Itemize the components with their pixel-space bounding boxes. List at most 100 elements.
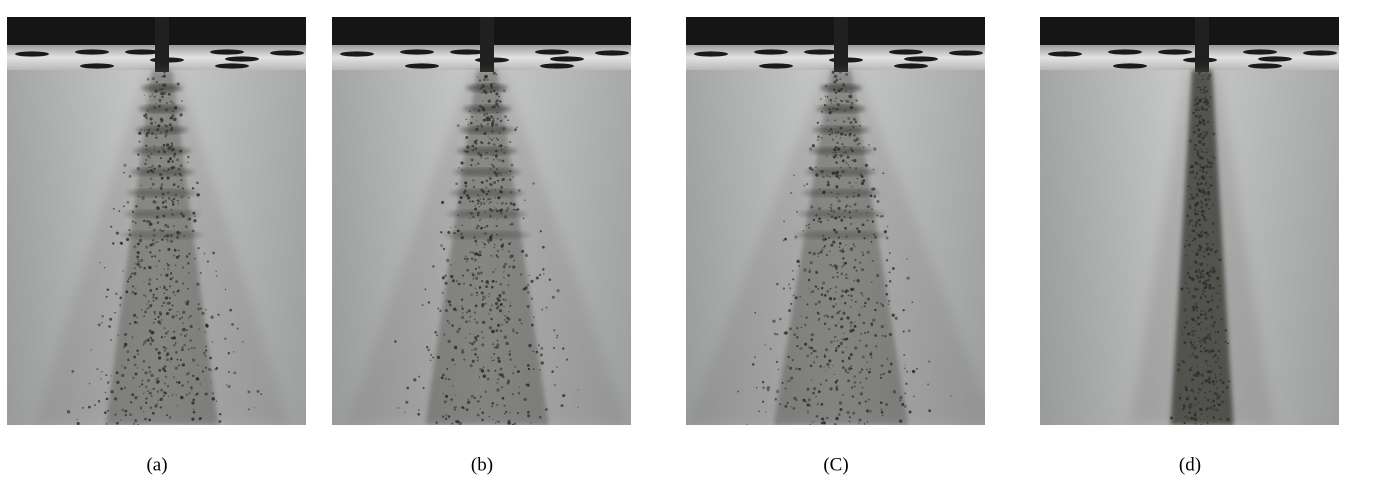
particle [161, 88, 163, 90]
particle [128, 359, 130, 361]
particle [159, 88, 162, 91]
particle [116, 381, 119, 384]
particle [1195, 306, 1198, 309]
vortex-ring [466, 84, 508, 92]
particle [1202, 282, 1205, 285]
particle [151, 255, 153, 257]
particle [835, 132, 837, 134]
particle [471, 349, 473, 351]
particle [825, 85, 827, 87]
caption: (d) [1179, 454, 1201, 475]
particle [1214, 392, 1217, 395]
particle [808, 224, 810, 226]
particle [442, 374, 445, 377]
particle [830, 100, 831, 101]
particle [871, 241, 873, 243]
particle [1189, 267, 1190, 268]
particle [166, 354, 169, 357]
particle [1201, 338, 1203, 340]
particle [457, 229, 460, 232]
particle [850, 92, 852, 94]
particle [157, 241, 159, 243]
particle [154, 318, 156, 320]
particle [484, 232, 487, 235]
particle [808, 346, 810, 348]
particle [905, 383, 907, 385]
particle [462, 312, 463, 313]
particle [144, 130, 145, 131]
particle [844, 262, 847, 265]
particle [884, 335, 886, 337]
particle [796, 345, 798, 347]
particle [480, 272, 483, 275]
plate-hole [550, 56, 584, 61]
particle [481, 92, 483, 94]
particle [182, 311, 185, 314]
particle [169, 118, 171, 120]
particle [815, 167, 816, 168]
particle [804, 324, 807, 327]
particle [846, 204, 848, 206]
particle [461, 298, 463, 300]
particle [175, 280, 178, 283]
particle [502, 397, 505, 400]
particle [477, 202, 479, 204]
particle [837, 103, 840, 106]
particle [884, 230, 887, 233]
particle [502, 178, 505, 181]
particle [1202, 121, 1204, 123]
particle [491, 164, 493, 166]
particle [1183, 407, 1185, 409]
particle [503, 152, 505, 154]
particle [165, 347, 167, 349]
particle [839, 78, 841, 80]
photo [686, 17, 995, 425]
particle [77, 422, 80, 425]
particle [488, 313, 490, 315]
particle [1194, 414, 1196, 416]
particle [483, 132, 486, 135]
particle [889, 271, 891, 273]
particle [482, 241, 484, 243]
particle [492, 280, 495, 283]
particle [830, 244, 833, 247]
particle [489, 308, 492, 311]
particle [840, 132, 843, 135]
particle [242, 341, 243, 342]
particle [543, 273, 544, 274]
particle [205, 355, 207, 357]
particle [172, 291, 175, 294]
particle [1193, 131, 1196, 134]
particle [783, 221, 785, 223]
particle [906, 258, 907, 259]
particle [475, 165, 476, 166]
particle [803, 185, 805, 187]
particle [1207, 334, 1210, 337]
particle [848, 356, 851, 359]
particle [423, 387, 425, 389]
particle [192, 358, 195, 361]
particle [518, 392, 520, 394]
particle [482, 299, 484, 301]
particle [527, 284, 529, 286]
particle [127, 280, 129, 282]
particle [257, 390, 260, 393]
photo-content [332, 17, 631, 426]
particle [106, 296, 108, 298]
particle [1192, 352, 1194, 354]
particle [809, 147, 812, 150]
particle [470, 364, 473, 367]
particle [466, 150, 469, 153]
particle [474, 336, 477, 339]
particle [123, 346, 126, 349]
particle [116, 371, 119, 374]
particle [172, 277, 174, 279]
particle [490, 168, 491, 169]
particle [508, 379, 510, 381]
particle [177, 200, 179, 202]
particle [481, 419, 484, 422]
particle [536, 276, 539, 279]
particle [208, 368, 211, 371]
particle [161, 239, 163, 241]
particle [497, 324, 500, 327]
